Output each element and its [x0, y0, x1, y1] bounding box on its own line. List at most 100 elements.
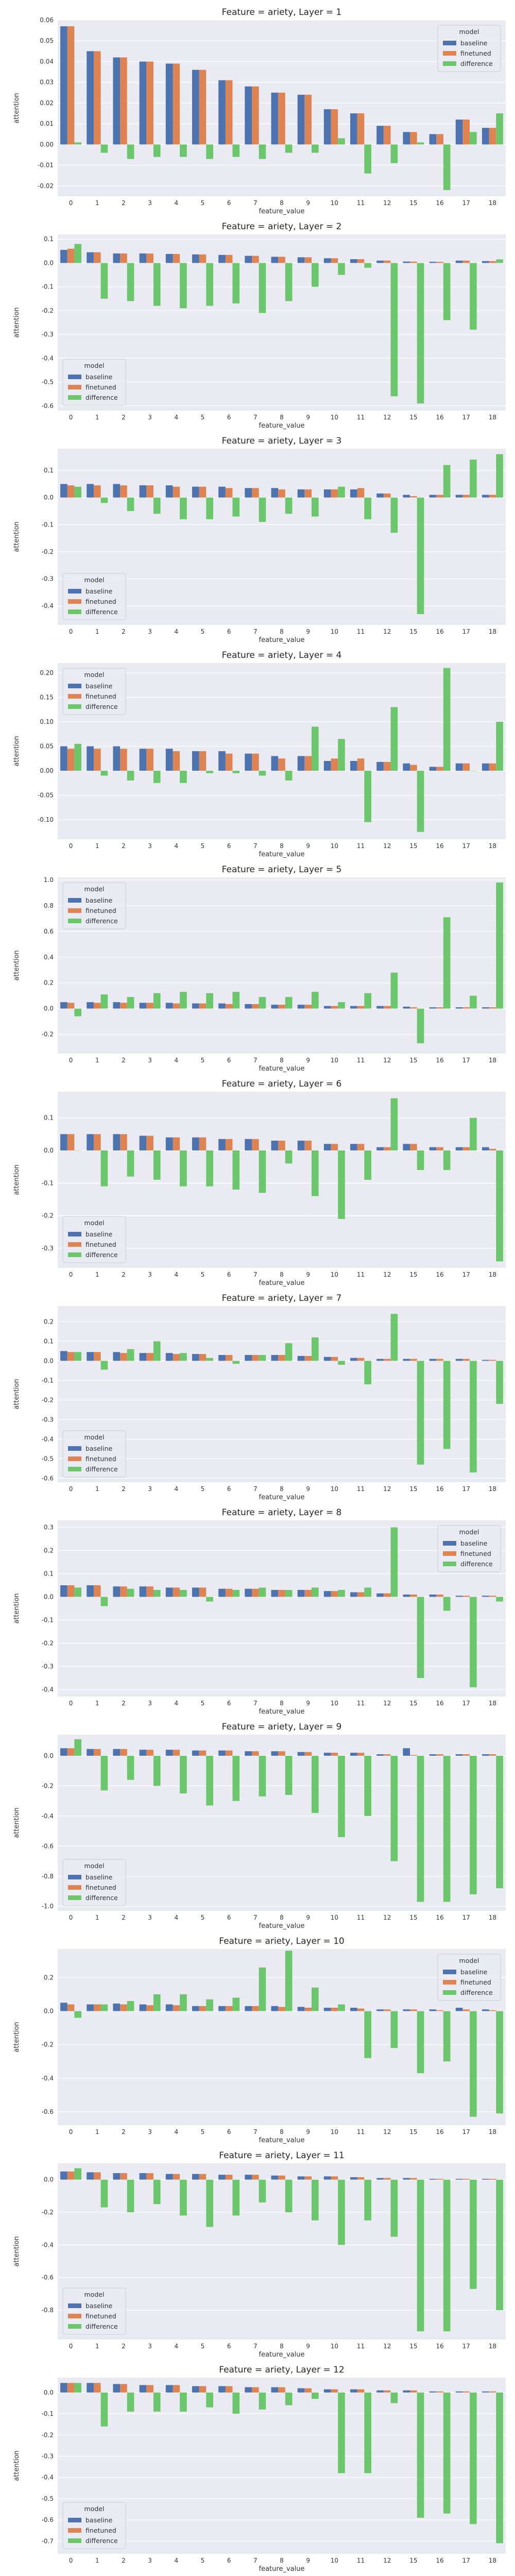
x-axis-label: feature_value: [259, 2351, 305, 2359]
x-tick-label: 3: [148, 1485, 152, 1493]
bar-difference-7: [259, 997, 266, 1009]
legend-title: model: [84, 2291, 105, 2298]
y-tick-label: -0.1: [42, 2410, 54, 2417]
x-tick-label: 15: [409, 199, 417, 207]
x-tick-label: 15: [409, 2557, 417, 2564]
bar-finetuned-10: [331, 2176, 338, 2180]
y-tick-label: -0.3: [42, 331, 54, 338]
x-tick-label: 9: [306, 1700, 310, 1707]
bar-difference-10: [338, 263, 345, 275]
x-tick-label: 17: [462, 842, 470, 850]
bar-finetuned-0: [67, 1134, 75, 1150]
bar-difference-11: [364, 144, 371, 174]
chart-svg: -0.6-0.4-0.20.00.20 1 2 3 4 5 6 7 8 9 10 11 12 15 16 17…: [13, 1936, 506, 2144]
legend-label-baseline: baseline: [85, 373, 113, 381]
bar-finetuned-6: [225, 80, 233, 145]
x-tick-label: 12: [383, 1700, 391, 1707]
bar-finetuned-7: [252, 753, 259, 771]
bar-baseline-16: [429, 1595, 437, 1597]
bar-finetuned-8: [278, 758, 285, 771]
x-tick-label: 16: [436, 1914, 443, 1921]
x-tick-label: 15: [409, 1700, 417, 1707]
x-tick-label: 6: [227, 199, 231, 207]
bar-baseline-9: [297, 94, 305, 145]
y-tick-label: 0.03: [40, 79, 54, 86]
bar-finetuned-0: [67, 248, 75, 263]
legend: model baseline finetuned difference: [62, 573, 126, 620]
bar-finetuned-4: [173, 486, 180, 498]
bar-difference-0: [74, 2383, 82, 2393]
bar-finetuned-4: [173, 253, 180, 263]
bar-difference-3: [153, 2392, 161, 2412]
bar-baseline-7: [245, 1588, 252, 1597]
bar-baseline-18: [482, 2009, 489, 2011]
x-axis-label: feature_value: [259, 1494, 305, 1501]
bar-baseline-0: [60, 1748, 67, 1756]
y-tick-label: -0.6: [42, 2108, 54, 2115]
legend-swatch-finetuned: [68, 385, 81, 389]
legend-swatch-baseline: [443, 41, 456, 45]
bar-difference-16: [443, 2179, 451, 2332]
y-tick-label: -0.02: [38, 182, 54, 190]
chart-title: Feature = ariety, Layer = 5: [222, 865, 342, 875]
bar-difference-10: [338, 739, 345, 771]
bar-baseline-2: [113, 2173, 121, 2180]
bar-baseline-0: [60, 2171, 67, 2180]
bar-finetuned-3: [146, 61, 153, 145]
bar-baseline-9: [297, 2388, 305, 2393]
bar-difference-16: [443, 2392, 451, 2514]
bar-difference-8: [285, 2392, 293, 2405]
bar-difference-5: [206, 1358, 213, 1361]
bar-difference-7: [259, 1587, 266, 1597]
bar-finetuned-1: [93, 1003, 101, 1009]
bar-finetuned-1: [93, 1749, 101, 1756]
bar-baseline-0: [60, 1134, 67, 1150]
bar-finetuned-17: [462, 1007, 470, 1009]
bar-difference-0: [74, 1150, 82, 1151]
legend-label-difference: difference: [85, 608, 118, 616]
bar-baseline-17: [455, 260, 463, 263]
bar-difference-17: [470, 460, 477, 498]
legend-swatch-baseline: [68, 1232, 81, 1236]
bar-difference-15: [417, 1150, 424, 1170]
bar-finetuned-7: [252, 1355, 259, 1361]
bar-finetuned-0: [67, 485, 75, 498]
y-tick-label: -0.10: [38, 816, 54, 823]
x-tick-label: 3: [148, 842, 152, 850]
bar-difference-6: [232, 771, 240, 773]
y-tick-label: -0.4: [42, 602, 54, 609]
bar-baseline-9: [297, 1005, 305, 1009]
x-tick-label: 8: [280, 1271, 284, 1278]
legend-label-difference: difference: [85, 2323, 118, 2330]
bar-difference-9: [312, 992, 319, 1009]
bar-difference-2: [127, 144, 134, 159]
x-tick-label: 7: [253, 1485, 258, 1493]
bar-finetuned-1: [93, 485, 101, 498]
legend-label-baseline: baseline: [460, 39, 488, 47]
bar-finetuned-2: [120, 1353, 127, 1361]
bar-baseline-6: [218, 486, 226, 498]
bar-finetuned-10: [331, 258, 338, 263]
bar-difference-3: [153, 144, 161, 157]
legend-swatch-finetuned: [68, 694, 81, 699]
x-tick-label: 2: [122, 628, 126, 635]
bar-difference-6: [232, 1755, 240, 1801]
bar-baseline-16: [429, 767, 437, 771]
bar-finetuned-17: [462, 2179, 470, 2180]
y-tick-label: 0.1: [44, 1337, 54, 1345]
x-tick-label: 1: [95, 1700, 99, 1707]
plot-area: [58, 1520, 506, 1697]
bar-difference-15: [417, 263, 424, 404]
y-tick-label: 1.0: [44, 876, 54, 884]
y-tick-label: -0.8: [42, 1873, 54, 1880]
y-tick-label: -0.5: [42, 2495, 54, 2502]
bar-difference-5: [206, 771, 213, 773]
bar-difference-6: [232, 263, 240, 304]
bar-difference-2: [127, 2001, 134, 2011]
x-tick-label: 7: [253, 2557, 258, 2564]
legend-swatch-difference: [68, 704, 81, 709]
legend-label-baseline: baseline: [85, 1230, 113, 1238]
legend-swatch-difference: [443, 1990, 456, 1995]
bar-finetuned-6: [225, 1588, 233, 1597]
legend: model baseline finetuned difference: [437, 1525, 501, 1572]
